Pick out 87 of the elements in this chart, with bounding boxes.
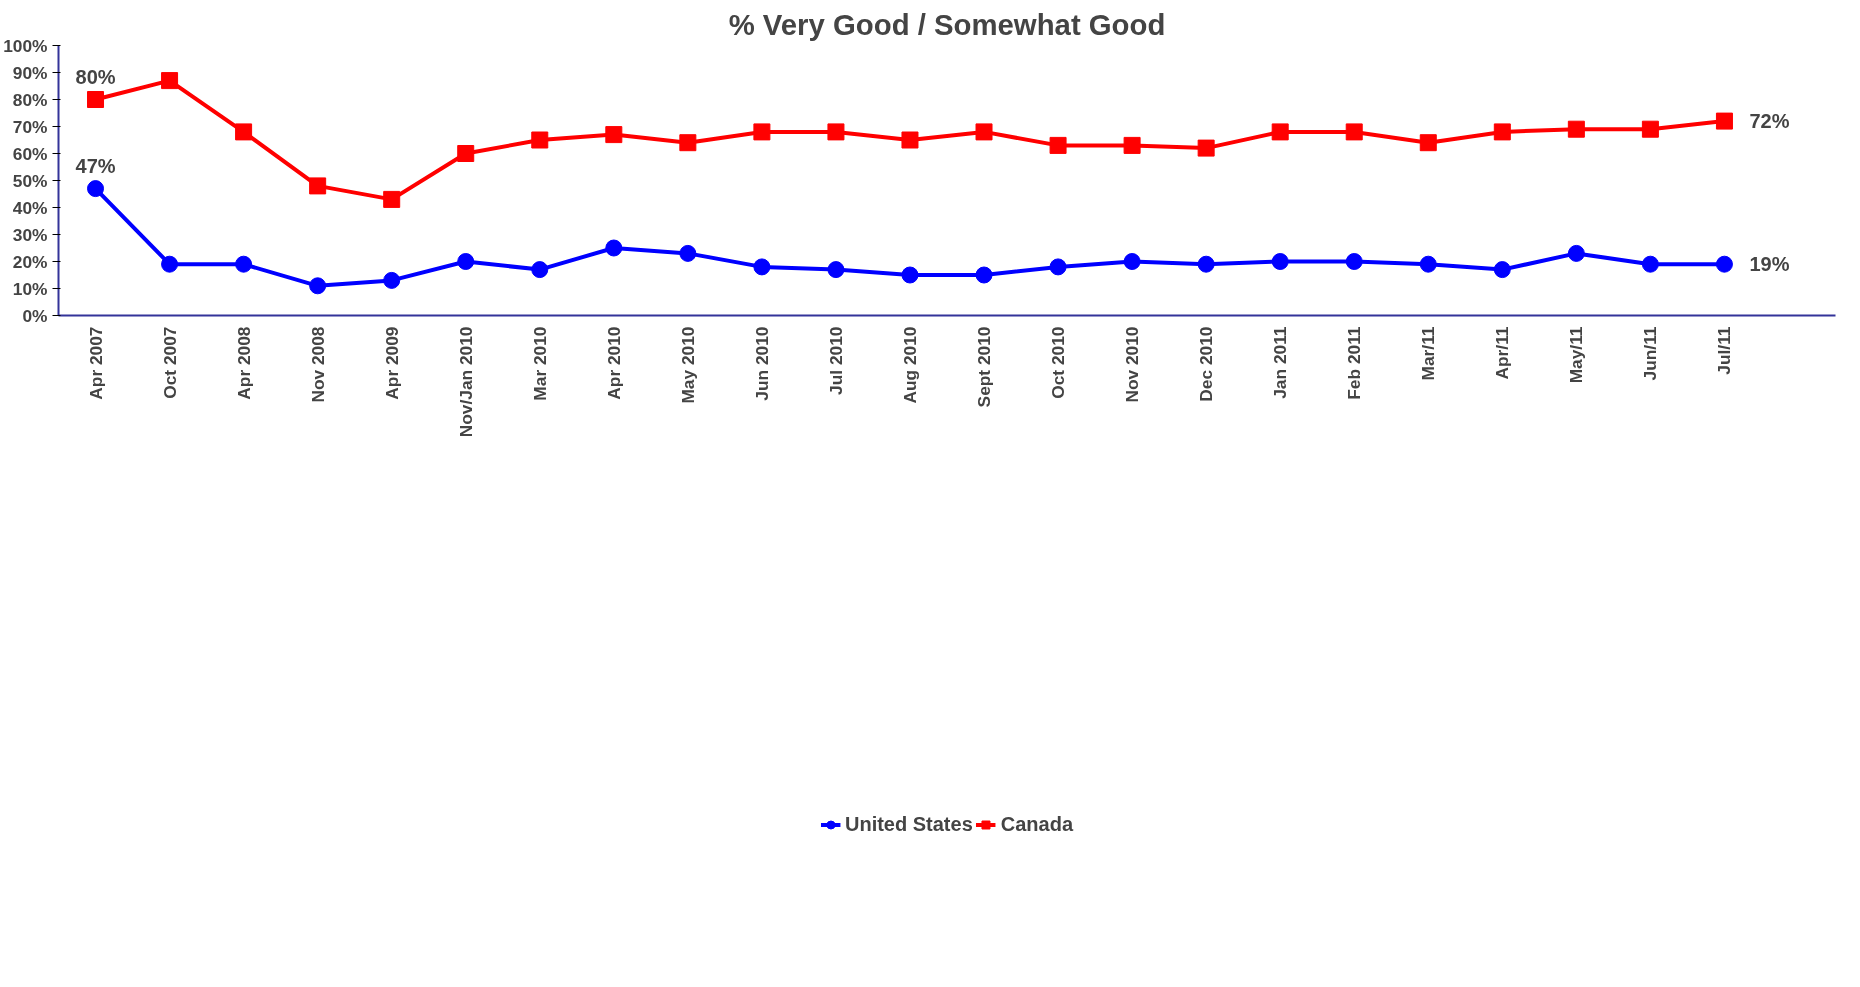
point xyxy=(1345,123,1363,141)
chart-title: % Very Good / Somewhat Good xyxy=(728,7,1166,41)
point xyxy=(679,244,697,262)
y-tick-label: 10% xyxy=(12,278,48,299)
y-tick-label: 40% xyxy=(12,197,48,218)
x-tick-label: Jul 2010 xyxy=(825,326,846,395)
point xyxy=(1567,120,1585,138)
point xyxy=(1049,258,1067,276)
x-tick-label: Dec 2010 xyxy=(1196,326,1217,402)
y-tick-label: 60% xyxy=(12,143,48,164)
x-tick-label: Mar/11 xyxy=(1418,326,1439,381)
point xyxy=(827,123,845,141)
point xyxy=(1123,136,1141,154)
point xyxy=(827,261,845,279)
x-tick-label: May/11 xyxy=(1566,326,1587,384)
point xyxy=(1271,123,1289,141)
x-tick-label: Jul/11 xyxy=(1714,326,1735,375)
x-tick-label: Oct 2007 xyxy=(159,326,180,399)
y-tick-label: 30% xyxy=(12,224,48,245)
y-tick-label: 80% xyxy=(12,89,48,110)
point xyxy=(975,266,993,284)
data-label: 47% xyxy=(75,154,116,177)
point xyxy=(1641,120,1659,138)
point xyxy=(1419,134,1437,152)
point xyxy=(309,177,327,195)
point xyxy=(309,277,327,295)
point xyxy=(457,145,475,162)
data-label: 19% xyxy=(1749,253,1790,276)
y-tick-label: 20% xyxy=(12,251,48,272)
x-tick-label: Nov 2008 xyxy=(307,326,328,403)
point xyxy=(1197,139,1215,157)
point xyxy=(383,190,401,208)
point xyxy=(87,180,105,198)
x-tick-label: Apr 2008 xyxy=(233,326,254,400)
point xyxy=(383,271,401,289)
point xyxy=(1493,123,1511,141)
point xyxy=(235,255,253,273)
point xyxy=(457,253,475,270)
point xyxy=(87,91,105,108)
point xyxy=(901,131,919,149)
x-tick-label: Apr 2010 xyxy=(603,326,624,400)
point xyxy=(605,239,623,257)
legend-label: Canada xyxy=(1000,812,1074,836)
point xyxy=(1123,253,1141,270)
x-tick-label: Jan 2011 xyxy=(1270,326,1291,399)
point xyxy=(1197,255,1215,273)
y-tick-label: 50% xyxy=(12,170,48,191)
point xyxy=(1641,255,1659,273)
x-tick-label: Apr/11 xyxy=(1492,326,1513,380)
x-tick-label: Aug 2010 xyxy=(899,326,920,404)
x-tick-label: May 2010 xyxy=(677,326,698,404)
x-tick-label: Nov 2010 xyxy=(1122,326,1143,403)
point xyxy=(531,131,549,149)
point xyxy=(753,258,771,276)
x-tick-label: Oct 2010 xyxy=(1048,326,1069,399)
x-tick-label: Apr 2007 xyxy=(85,326,106,400)
point xyxy=(1345,253,1363,270)
x-tick-label: Nov/Jan 2010 xyxy=(455,326,476,438)
y-tick-label: 100% xyxy=(3,35,48,56)
x-tick-label: Jun/11 xyxy=(1640,326,1661,381)
point xyxy=(1271,253,1289,270)
point xyxy=(1049,136,1067,154)
point xyxy=(1493,261,1511,279)
point xyxy=(901,266,919,284)
point xyxy=(161,72,179,90)
point xyxy=(975,123,993,141)
point xyxy=(1715,112,1733,130)
x-tick-label: Jun 2010 xyxy=(751,326,772,401)
point xyxy=(679,134,697,152)
x-tick-label: Mar 2010 xyxy=(529,326,550,401)
legend-label: United States xyxy=(844,812,973,836)
y-tick-label: 90% xyxy=(12,62,48,83)
x-tick-label: Apr 2009 xyxy=(381,326,402,400)
x-tick-label: Feb 2011 xyxy=(1344,326,1365,400)
point xyxy=(753,123,771,141)
point xyxy=(235,123,253,141)
y-tick-label: 0% xyxy=(22,305,48,326)
data-label: 72% xyxy=(1749,110,1790,133)
point xyxy=(531,261,549,279)
y-tick-label: 70% xyxy=(12,116,48,137)
x-tick-label: Sept 2010 xyxy=(974,326,995,408)
data-label: 80% xyxy=(75,65,116,88)
point xyxy=(1715,255,1733,273)
point xyxy=(1419,255,1437,273)
point xyxy=(605,126,623,144)
point xyxy=(1567,244,1585,262)
point xyxy=(161,255,179,273)
